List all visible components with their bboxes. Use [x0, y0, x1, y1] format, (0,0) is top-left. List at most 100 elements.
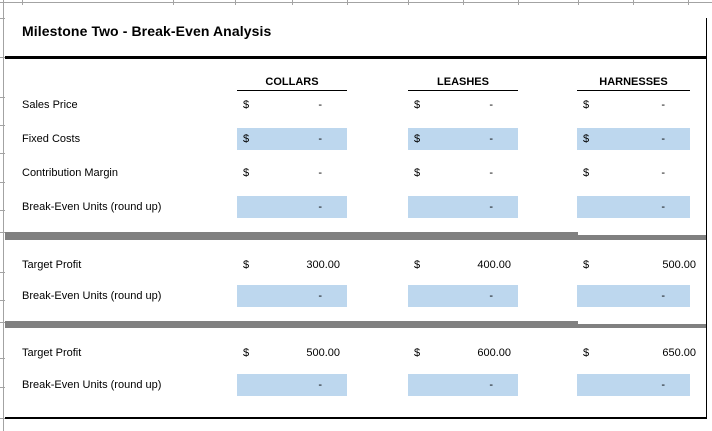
cell-value: 650.00 — [662, 347, 696, 359]
cell-value: - — [489, 379, 493, 391]
cell-value: - — [318, 167, 322, 179]
row-label-break-even-units-2: Break-Even Units (round up) — [22, 290, 162, 302]
gridline-tick — [0, 125, 5, 126]
gridline-tick — [0, 18, 5, 19]
cell-value: - — [318, 133, 322, 145]
cell-target-profit-1-harnesses[interactable]: $ 500.00 — [577, 255, 700, 275]
separator-bar — [578, 324, 706, 328]
result-cell-break-even-1-leashes[interactable]: - — [408, 196, 518, 218]
cell-target-profit-2-collars[interactable]: $ 500.00 — [237, 343, 347, 363]
cell-value: - — [318, 201, 322, 213]
result-cell-break-even-3-harnesses[interactable]: - — [577, 374, 690, 396]
cell-value: - — [661, 167, 665, 179]
cell-value: - — [489, 133, 493, 145]
page-title: Milestone Two - Break-Even Analysis — [22, 23, 272, 39]
currency-symbol: $ — [243, 259, 250, 271]
cell-contribution-margin-harnesses[interactable]: $ - — [577, 163, 690, 183]
currency-symbol: $ — [414, 167, 421, 179]
input-cell-fixed-costs-leashes[interactable]: $ - — [408, 128, 518, 150]
gridline-tick — [292, 0, 293, 5]
cell-contribution-margin-leashes[interactable]: $ - — [408, 163, 518, 183]
cell-sales-price-leashes[interactable]: $ - — [408, 95, 518, 115]
row-label-break-even-units-3: Break-Even Units (round up) — [22, 379, 162, 391]
currency-symbol: $ — [583, 347, 590, 359]
row-label-break-even-units-1: Break-Even Units (round up) — [22, 201, 162, 213]
result-cell-break-even-2-harnesses[interactable]: - — [577, 285, 690, 307]
input-cell-fixed-costs-collars[interactable]: $ - — [237, 128, 347, 150]
cell-value: - — [489, 99, 493, 111]
result-cell-break-even-3-collars[interactable]: - — [237, 374, 347, 396]
currency-symbol: $ — [243, 347, 250, 359]
row-label-target-profit-1: Target Profit — [22, 259, 82, 271]
currency-symbol: $ — [583, 133, 590, 145]
cell-sales-price-harnesses[interactable]: $ - — [577, 95, 690, 115]
cell-value: 300.00 — [306, 259, 340, 271]
cell-value: 600.00 — [477, 347, 511, 359]
row-label-target-profit-2: Target Profit — [22, 347, 82, 359]
gridline-tick — [0, 57, 5, 58]
column-header-collars: COLLARS — [237, 74, 347, 91]
cell-value: - — [318, 99, 322, 111]
gridline-tick — [518, 0, 519, 5]
cell-value: - — [489, 167, 493, 179]
result-cell-break-even-2-leashes[interactable]: - — [408, 285, 518, 307]
result-cell-break-even-3-leashes[interactable]: - — [408, 374, 518, 396]
cell-value: - — [489, 201, 493, 213]
cell-value: 400.00 — [477, 259, 511, 271]
bottom-rule — [5, 417, 707, 419]
result-cell-break-even-2-collars[interactable]: - — [237, 285, 347, 307]
cell-value: - — [661, 290, 665, 302]
gridline-tick — [0, 358, 5, 359]
gridline-tick — [0, 232, 5, 233]
gridline-tick — [688, 0, 689, 5]
currency-symbol: $ — [414, 347, 421, 359]
cell-value: 500.00 — [306, 347, 340, 359]
currency-symbol: $ — [243, 167, 250, 179]
currency-symbol: $ — [583, 167, 590, 179]
cell-value: - — [661, 379, 665, 391]
gridline-tick — [0, 97, 5, 98]
separator-bar — [5, 232, 578, 240]
cell-contribution-margin-collars[interactable]: $ - — [237, 163, 347, 183]
currency-symbol: $ — [583, 259, 590, 271]
row-label-sales-price: Sales Price — [22, 99, 78, 111]
gridline-tick — [0, 418, 5, 419]
cell-value: - — [661, 201, 665, 213]
gridline-tick — [633, 0, 634, 5]
currency-symbol: $ — [414, 133, 421, 145]
row-label-contribution-margin: Contribution Margin — [22, 167, 118, 179]
separator-bar — [578, 235, 706, 240]
cell-sales-price-collars[interactable]: $ - — [237, 95, 347, 115]
gridline-tick — [235, 0, 236, 5]
gridline-tick — [578, 0, 579, 5]
input-cell-fixed-costs-harnesses[interactable]: $ - — [577, 128, 690, 150]
gridline-tick — [0, 387, 5, 388]
gridline-tick — [0, 182, 5, 183]
column-header-leashes: LEASHES — [408, 74, 518, 91]
cell-target-profit-1-leashes[interactable]: $ 400.00 — [408, 255, 518, 275]
gridline — [3, 0, 4, 431]
cell-value: 500.00 — [662, 259, 696, 271]
currency-symbol: $ — [414, 99, 421, 111]
result-cell-break-even-1-collars[interactable]: - — [237, 196, 347, 218]
cell-target-profit-2-harnesses[interactable]: $ 650.00 — [577, 343, 700, 363]
gridline-tick — [22, 0, 23, 5]
gridline-tick — [463, 0, 464, 5]
cell-target-profit-2-leashes[interactable]: $ 600.00 — [408, 343, 518, 363]
cell-value: - — [661, 99, 665, 111]
currency-symbol: $ — [414, 259, 421, 271]
cell-target-profit-1-collars[interactable]: $ 300.00 — [237, 255, 347, 275]
row-label-fixed-costs: Fixed Costs — [22, 133, 81, 145]
cell-value: - — [661, 133, 665, 145]
result-cell-break-even-1-harnesses[interactable]: - — [577, 196, 690, 218]
gridline-tick — [0, 300, 5, 301]
gridline-tick — [0, 210, 5, 211]
currency-symbol: $ — [243, 99, 250, 111]
cell-value: - — [318, 379, 322, 391]
cell-value: - — [489, 290, 493, 302]
separator-bar — [5, 321, 578, 328]
gridline-tick — [0, 153, 5, 154]
currency-symbol: $ — [243, 133, 250, 145]
gridline-tick — [347, 0, 348, 5]
